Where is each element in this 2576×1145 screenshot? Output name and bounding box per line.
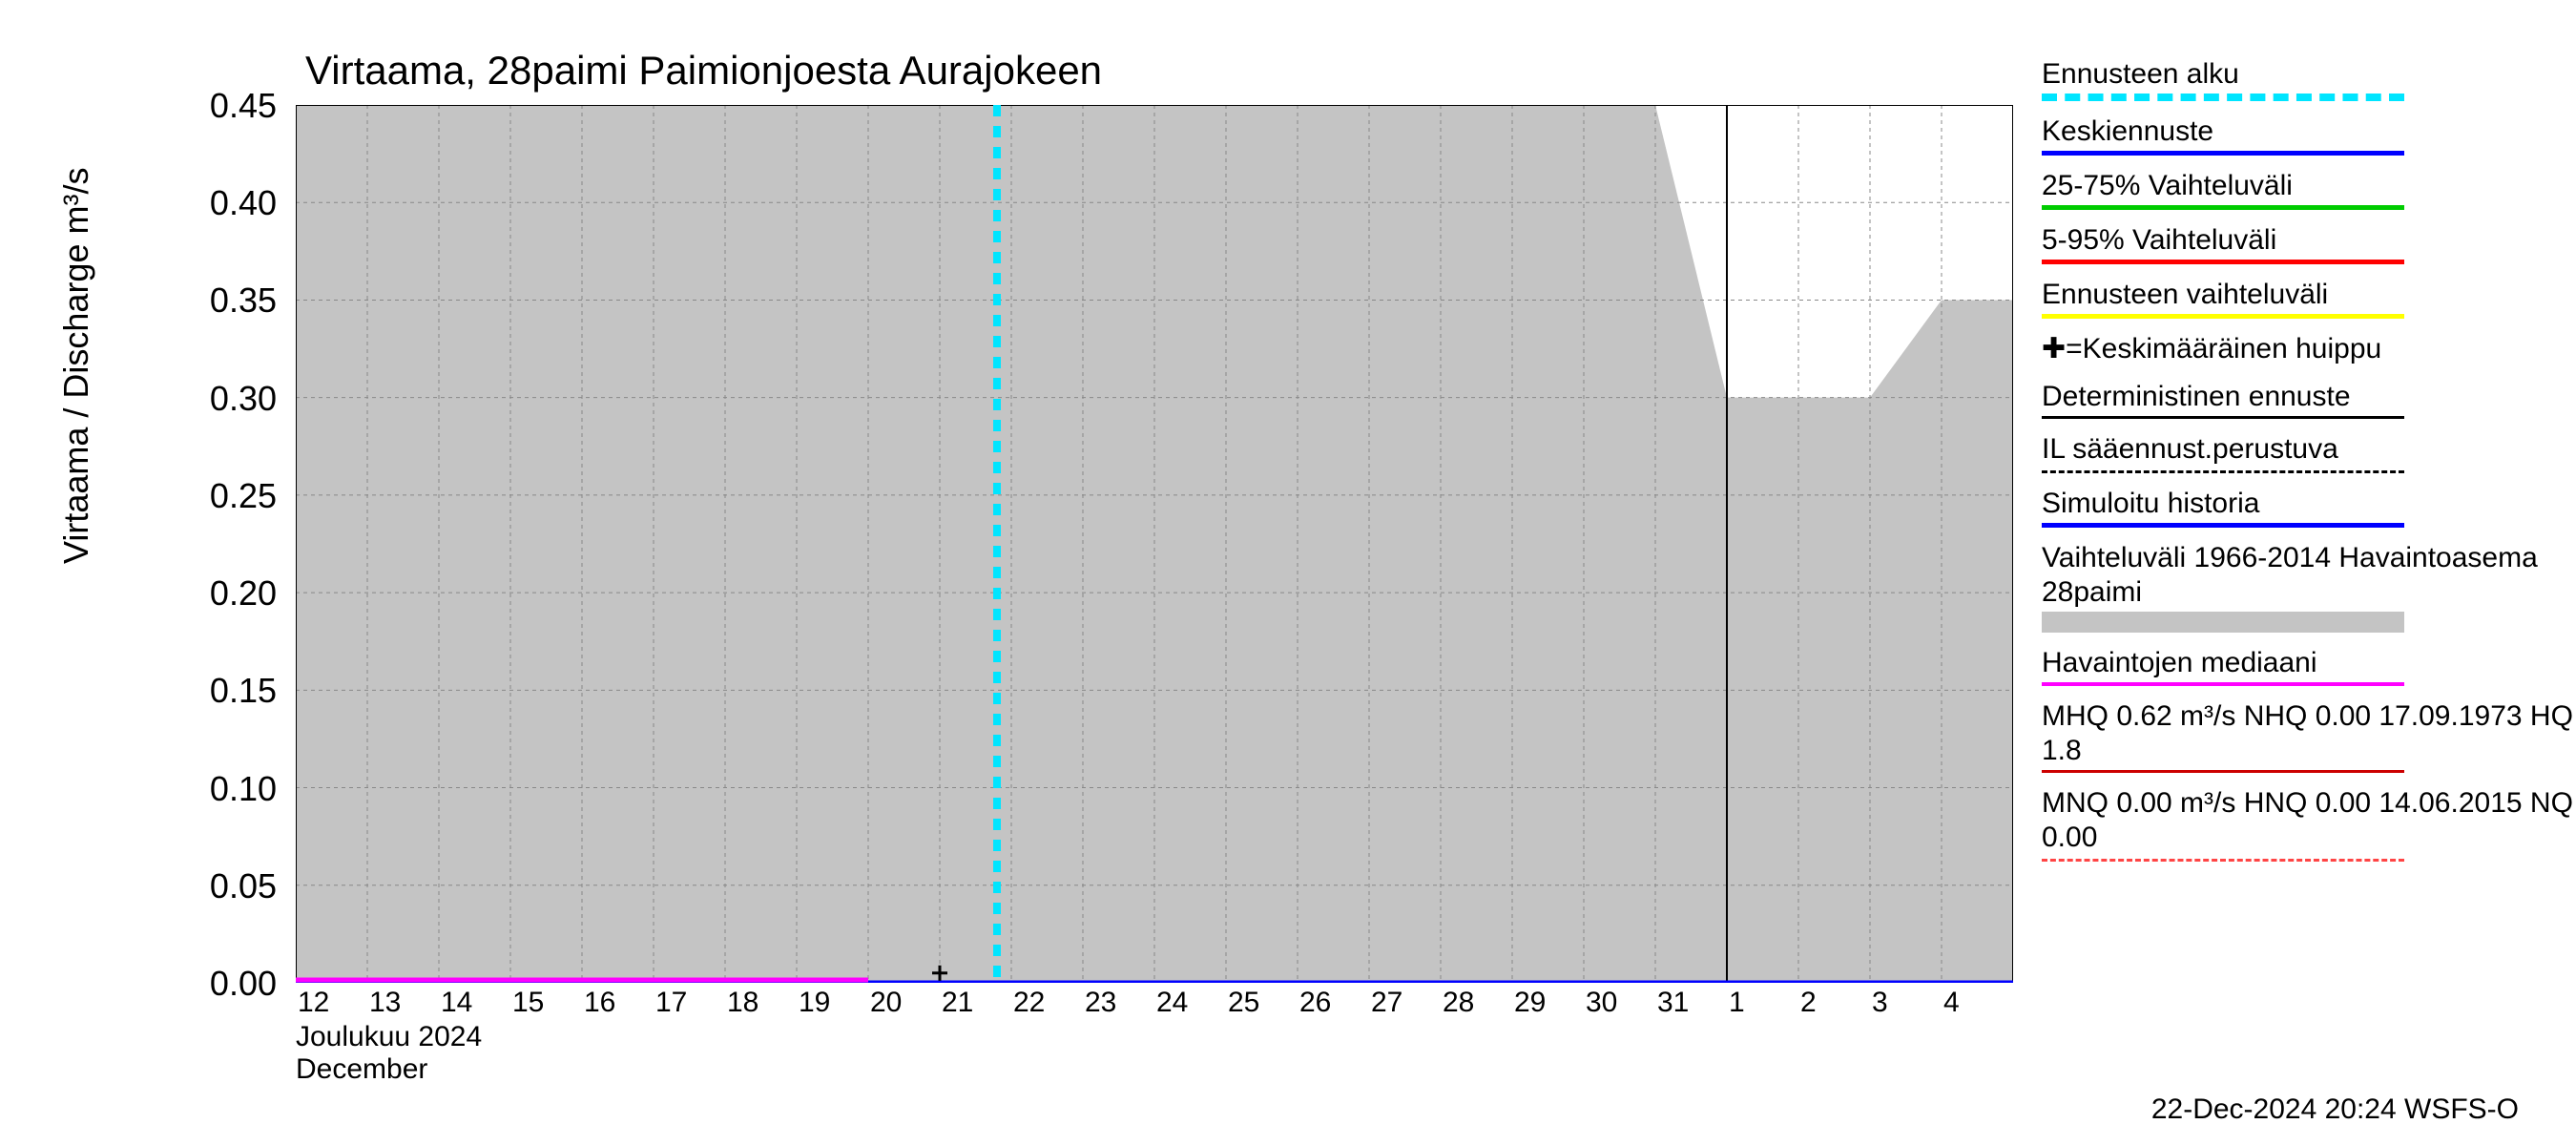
legend-swatch-line (2042, 205, 2404, 210)
x-tick-label: 26 (1299, 987, 1331, 1019)
plot-svg (296, 105, 2013, 983)
x-tick-label: 13 (369, 987, 401, 1019)
legend-label: 5-95% Vaihteluväli (2042, 223, 2576, 258)
legend-label: ✚=Keskimääräinen huippu (2042, 332, 2576, 366)
legend-label: Ennusteen vaihteluväli (2042, 278, 2576, 312)
legend-label: Ennusteen alku (2042, 57, 2576, 92)
x-tick-label: 24 (1156, 987, 1188, 1019)
x-tick-label: 14 (441, 987, 472, 1019)
x-tick-label: 12 (298, 987, 329, 1019)
legend-label: Havaintojen mediaani (2042, 646, 2576, 680)
chart-container: Virtaama, 28paimi Paimionjoesta Aurajoke… (57, 19, 2557, 1126)
y-tick-label: 0.30 (191, 379, 277, 419)
x-axis-month-en: December (296, 1053, 427, 1086)
x-tick-label: 1 (1729, 987, 1745, 1019)
legend-item: 25-75% Vaihteluväli (2042, 169, 2576, 210)
x-tick-label: 28 (1443, 987, 1474, 1019)
y-tick-label: 0.15 (191, 671, 277, 711)
x-tick-label: 22 (1013, 987, 1045, 1019)
timestamp: 22-Dec-2024 20:24 WSFS-O (2151, 1093, 2519, 1126)
legend: Ennusteen alku Keskiennuste 25-75% Vaihtel… (2042, 57, 2576, 875)
y-tick-label: 0.45 (191, 86, 277, 126)
y-tick-label: 0.05 (191, 866, 277, 906)
legend-swatch-line (2042, 523, 2404, 528)
y-tick-label: 0.00 (191, 964, 277, 1004)
legend-label: MHQ 0.62 m³/s NHQ 0.00 17.09.1973 HQ 1.8 (2042, 699, 2576, 768)
x-tick-label: 17 (655, 987, 687, 1019)
legend-swatch-line (2042, 314, 2404, 319)
y-tick-label: 0.35 (191, 281, 277, 321)
legend-label: MNQ 0.00 m³/s HNQ 0.00 14.06.2015 NQ 0.0… (2042, 786, 2576, 855)
legend-label: IL sääennust.perustuva (2042, 432, 2576, 467)
legend-swatch-line (2042, 416, 2404, 419)
x-tick-label: 4 (1943, 987, 1960, 1019)
plot-area (296, 105, 2013, 983)
x-tick-label: 30 (1586, 987, 1617, 1019)
x-tick-label: 20 (870, 987, 902, 1019)
y-tick-label: 0.20 (191, 573, 277, 614)
x-tick-label: 31 (1657, 987, 1689, 1019)
x-axis-month-fi: Joulukuu 2024 (296, 1021, 482, 1053)
legend-item: Deterministinen ennuste (2042, 380, 2576, 419)
x-tick-label: 25 (1228, 987, 1259, 1019)
legend-item: Simuloitu historia (2042, 487, 2576, 528)
legend-item: Keskiennuste (2042, 114, 2576, 156)
legend-label: Deterministinen ennuste (2042, 380, 2576, 414)
legend-item: Vaihteluväli 1966-2014 Havaintoasema 28p… (2042, 541, 2576, 633)
x-tick-label: 23 (1085, 987, 1116, 1019)
x-tick-label: 19 (799, 987, 830, 1019)
legend-item: Ennusteen vaihteluväli (2042, 278, 2576, 319)
y-axis-label: Virtaama / Discharge m³/s (56, 168, 96, 564)
legend-item: ✚=Keskimääräinen huippu (2042, 332, 2576, 366)
x-tick-label: 27 (1371, 987, 1402, 1019)
legend-item: Havaintojen mediaani (2042, 646, 2576, 686)
legend-item: MNQ 0.00 m³/s HNQ 0.00 14.06.2015 NQ 0.0… (2042, 786, 2576, 862)
legend-item: IL sääennust.perustuva (2042, 432, 2576, 473)
y-tick-label: 0.10 (191, 769, 277, 809)
x-tick-label: 16 (584, 987, 615, 1019)
legend-item: Ennusteen alku (2042, 57, 2576, 101)
legend-swatch-line (2042, 260, 2404, 264)
x-tick-label: 18 (727, 987, 758, 1019)
x-tick-label: 29 (1514, 987, 1546, 1019)
legend-swatch-line (2042, 682, 2404, 686)
legend-swatch-dashed (2042, 470, 2404, 473)
legend-swatch-dashed (2042, 94, 2404, 101)
legend-swatch-dashed (2042, 859, 2404, 862)
y-tick-label: 0.40 (191, 183, 277, 223)
legend-item: MHQ 0.62 m³/s NHQ 0.00 17.09.1973 HQ 1.8 (2042, 699, 2576, 773)
x-tick-label: 2 (1800, 987, 1817, 1019)
legend-label: 25-75% Vaihteluväli (2042, 169, 2576, 203)
legend-label: Keskiennuste (2042, 114, 2576, 149)
legend-label: Simuloitu historia (2042, 487, 2576, 521)
legend-swatch-line (2042, 151, 2404, 156)
x-tick-label: 3 (1872, 987, 1888, 1019)
x-tick-label: 21 (942, 987, 973, 1019)
legend-item: 5-95% Vaihteluväli (2042, 223, 2576, 264)
legend-swatch-fill (2042, 612, 2404, 633)
y-tick-label: 0.25 (191, 476, 277, 516)
chart-title: Virtaama, 28paimi Paimionjoesta Aurajoke… (305, 48, 1102, 94)
legend-label: Vaihteluväli 1966-2014 Havaintoasema 28p… (2042, 541, 2576, 610)
legend-swatch-line (2042, 770, 2404, 773)
x-tick-label: 15 (512, 987, 544, 1019)
